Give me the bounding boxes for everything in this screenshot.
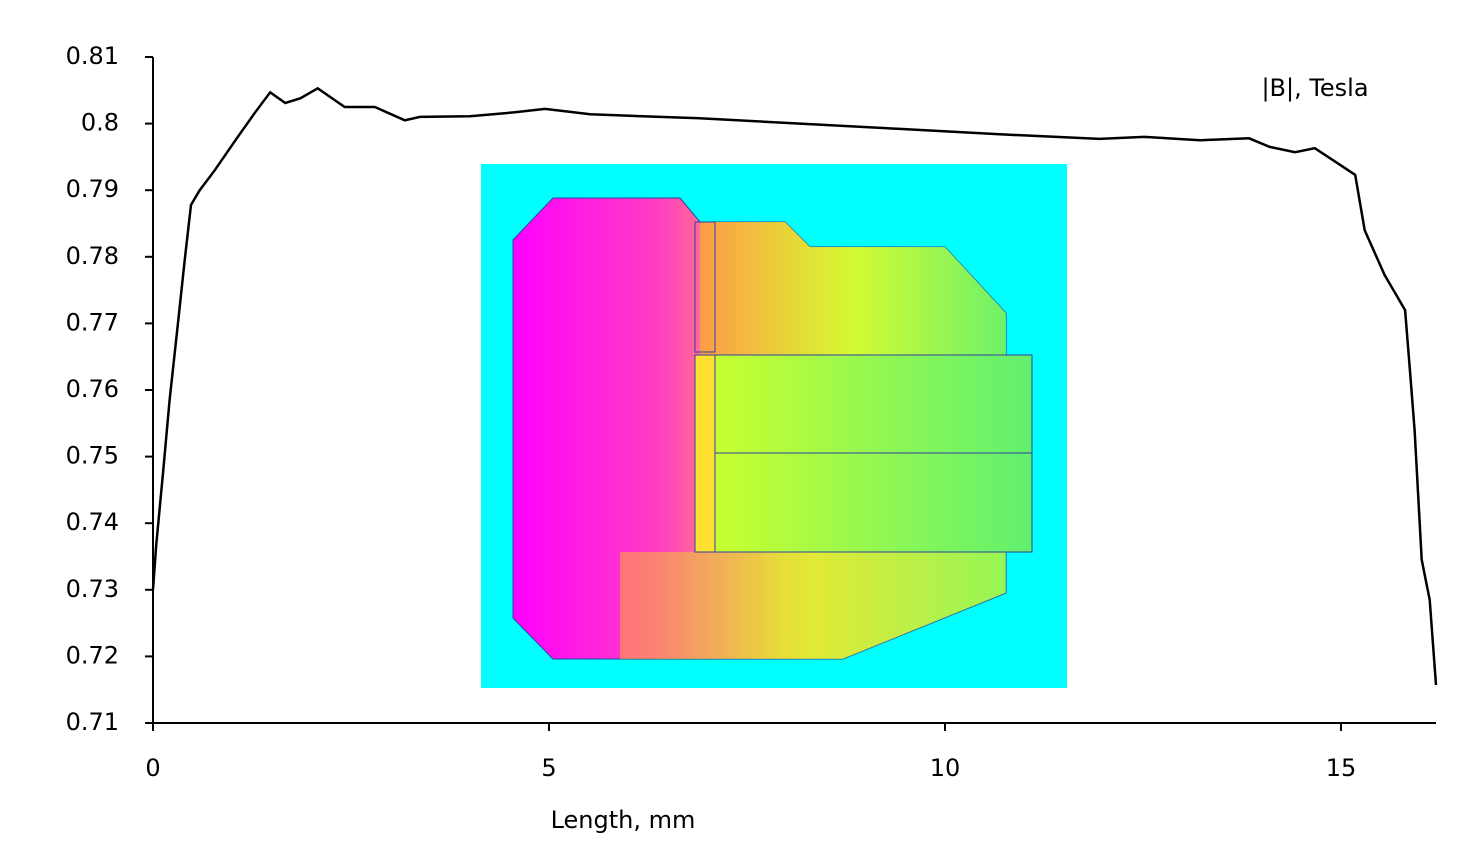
y-tick-label: 0.78 xyxy=(66,242,119,270)
x-tick-label: 0 xyxy=(145,754,160,782)
y-tick-label: 0.77 xyxy=(66,308,119,336)
x-tick-label: 10 xyxy=(930,754,961,782)
inset-field-plot xyxy=(481,164,1067,688)
x-axis-label: Length, mm xyxy=(551,806,696,834)
annotation: |B|, Tesla xyxy=(1261,74,1368,102)
x-tick-label: 5 xyxy=(541,754,556,782)
line xyxy=(151,86,1438,686)
x-tick-label: 15 xyxy=(1326,754,1357,782)
y-tick-label: 0.79 xyxy=(66,175,119,203)
y-tick-label: 0.74 xyxy=(66,508,119,536)
y-tick-label: 0.81 xyxy=(66,42,119,70)
y-tick-label: 0.71 xyxy=(66,708,119,736)
y-tick-label: 0.8 xyxy=(81,109,119,137)
y-tick-label: 0.75 xyxy=(66,442,119,470)
y-tick-label: 0.76 xyxy=(66,375,119,403)
y-tick-label: 0.73 xyxy=(66,575,119,603)
y-tick-label: 0.72 xyxy=(66,641,119,669)
